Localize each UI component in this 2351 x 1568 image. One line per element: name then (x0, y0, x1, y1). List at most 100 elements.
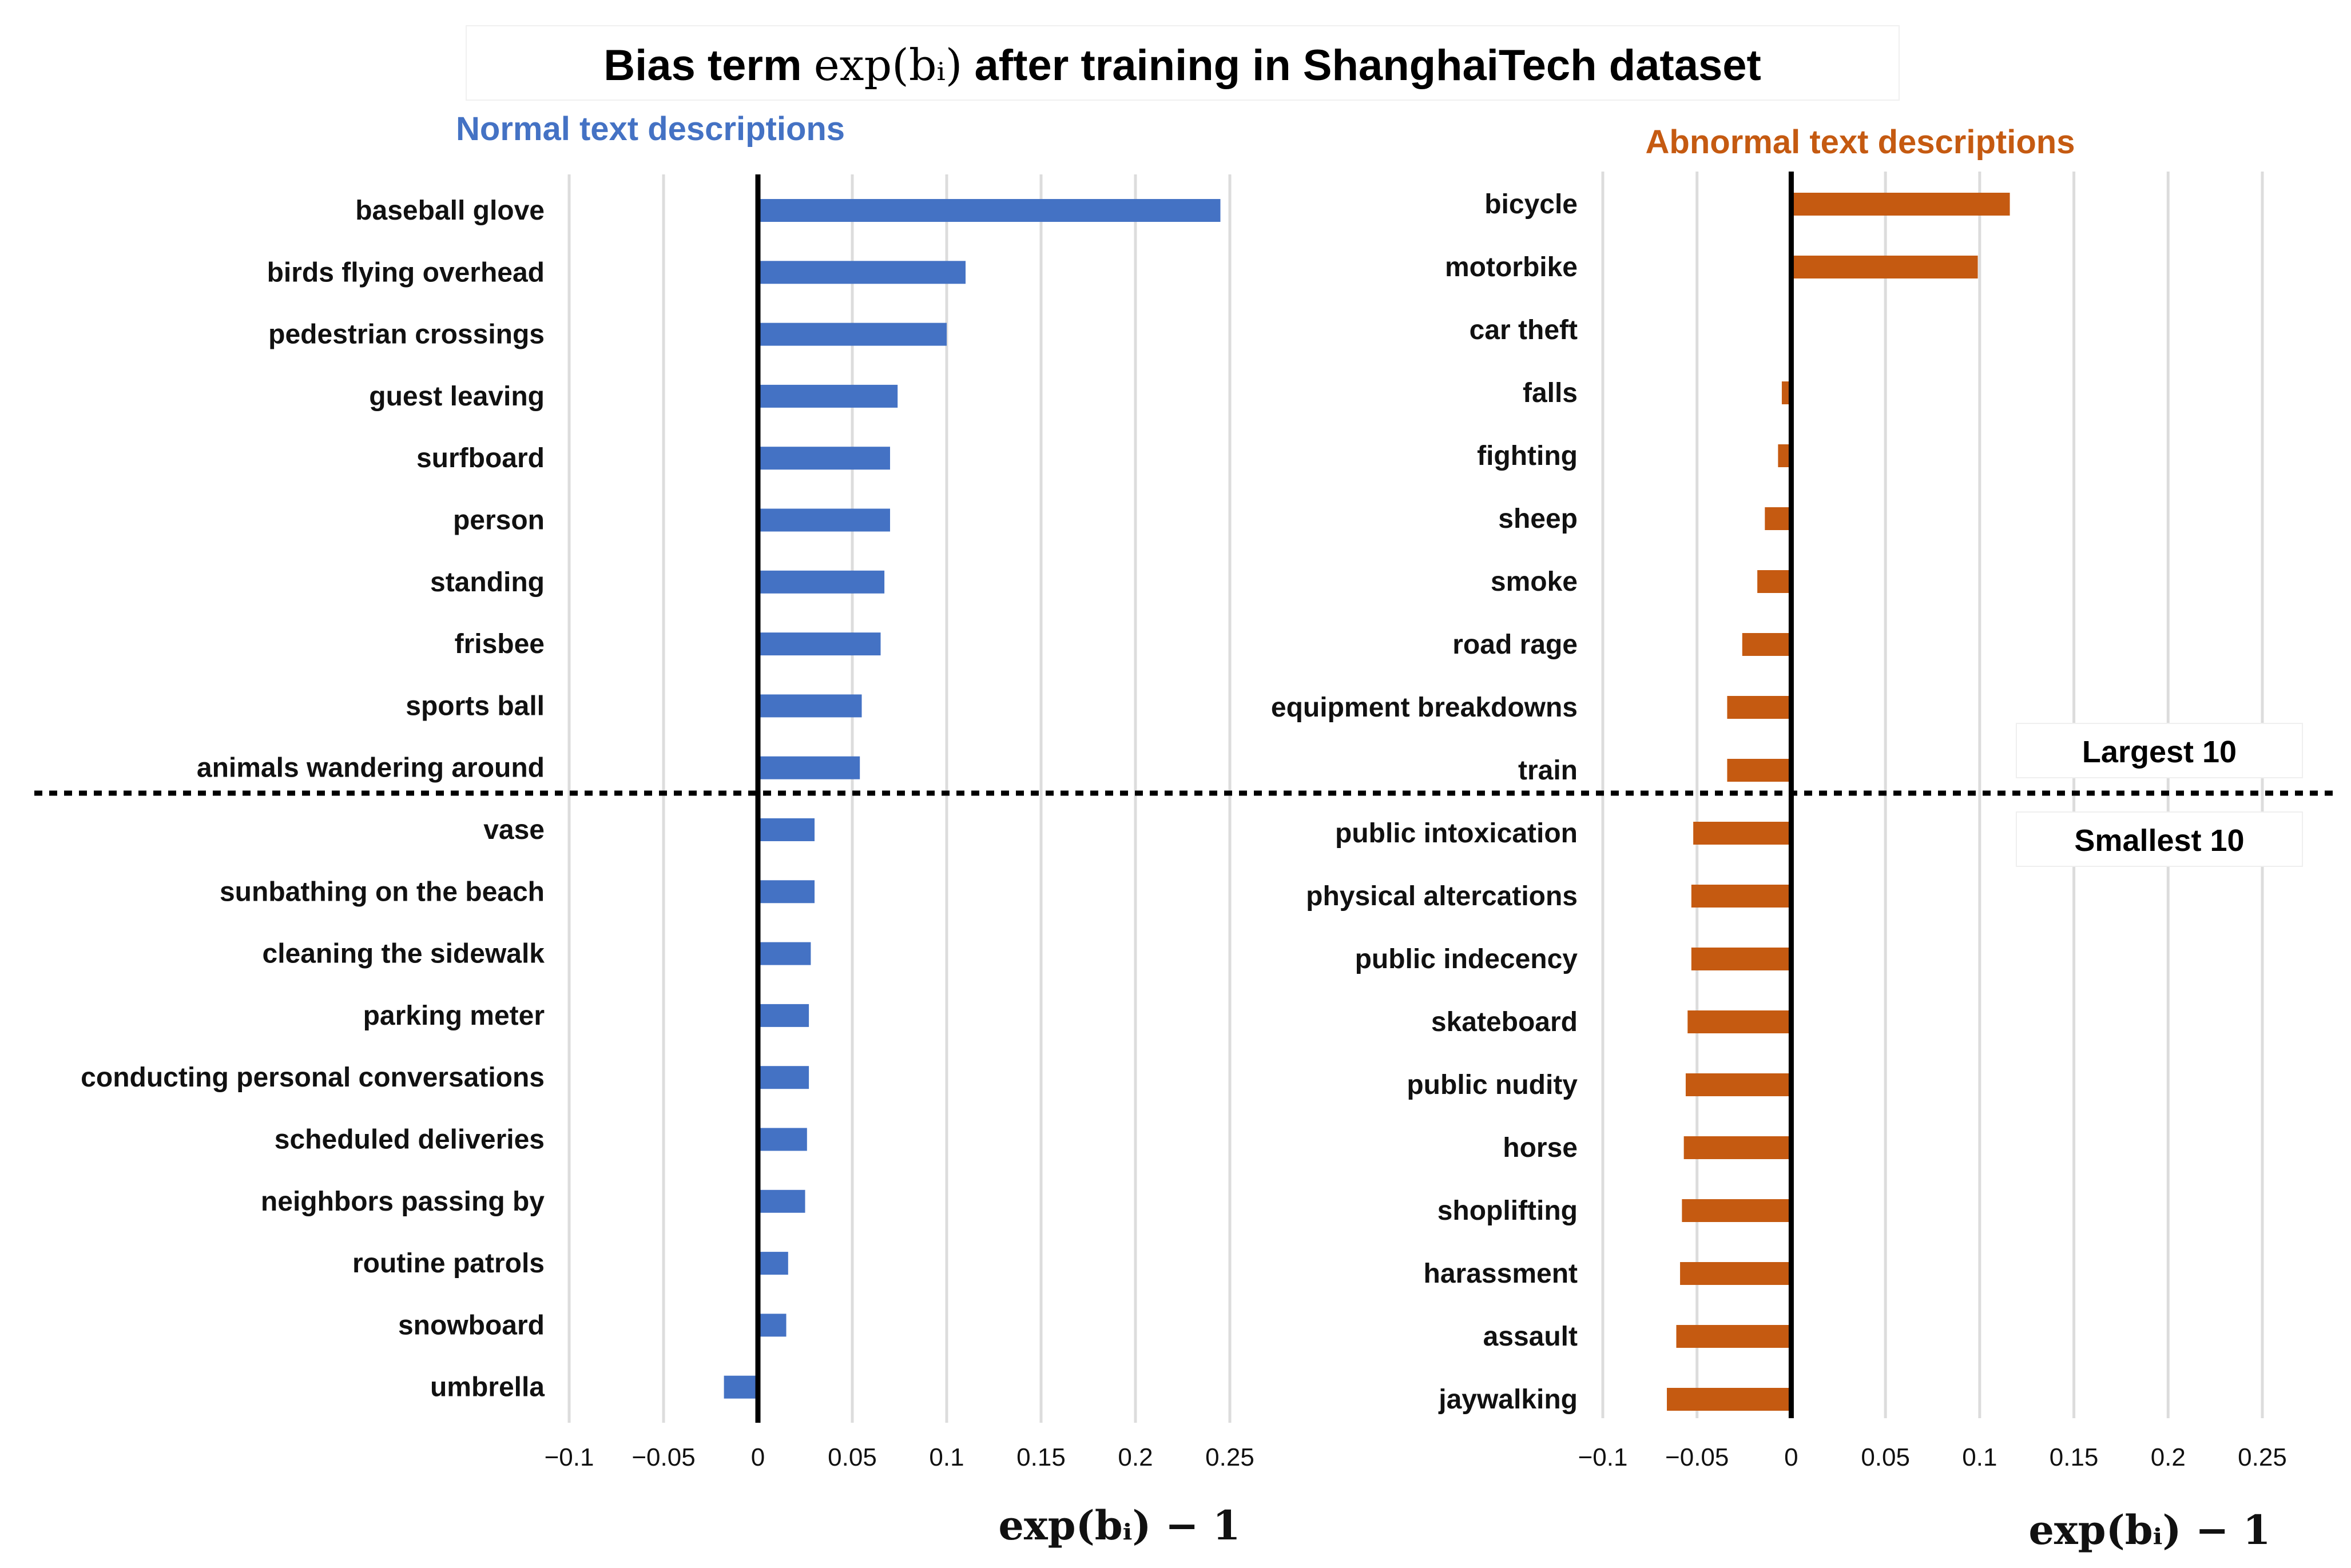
figure-title: Bias term exp(bᵢ) after training in Shan… (603, 39, 1761, 90)
x-tick-label: 0.2 (1118, 1443, 1153, 1471)
smallest-10-label: Smallest 10 (2074, 823, 2244, 858)
bar-frisbee (758, 632, 881, 656)
category-label: falls (1523, 378, 1578, 408)
bar-parking-meter (758, 1004, 809, 1027)
largest-10-label: Largest 10 (2082, 735, 2237, 769)
category-label: harassment (1424, 1259, 1578, 1289)
category-label: fighting (1477, 441, 1578, 471)
bar-fighting (1778, 444, 1792, 467)
category-label: train (1518, 755, 1578, 786)
x-tick-label: 0.15 (1016, 1443, 1066, 1471)
bar-bicycle (1791, 193, 2010, 216)
x-tick-label: −0.1 (1578, 1443, 1628, 1471)
bar-pedestrian-crossings (758, 323, 947, 346)
x-tick-label: 0.1 (1962, 1443, 1997, 1471)
category-label: neighbors passing by (261, 1187, 545, 1217)
bar-train (1727, 759, 1792, 782)
category-label: public intoxication (1335, 818, 1578, 849)
bar-road-rage (1742, 633, 1792, 656)
figure-title-prefix: Bias term (603, 41, 814, 90)
category-label: bicycle (1484, 189, 1578, 220)
bar-person (758, 508, 890, 532)
bar-routine-patrols (758, 1252, 788, 1275)
bar-shoplifting (1682, 1199, 1792, 1222)
category-label: umbrella (430, 1372, 545, 1403)
category-label: public nudity (1407, 1070, 1578, 1100)
category-label: physical altercations (1306, 881, 1578, 912)
bar-smoke (1757, 570, 1792, 593)
x-tick-label: 0.05 (1861, 1443, 1910, 1471)
bar-sheep (1765, 507, 1792, 530)
bar-umbrella (724, 1375, 758, 1399)
smallest-10-box (2016, 811, 2303, 867)
category-label: routine patrols (352, 1248, 545, 1279)
bar-birds-flying-overhead (758, 261, 966, 284)
category-label: jaywalking (1438, 1384, 1578, 1415)
figure-title-math: exp(bᵢ) (814, 39, 963, 90)
x-tick-label: 0.05 (828, 1443, 877, 1471)
category-label: cleaning the sidewalk (263, 939, 545, 969)
bar-baseball-glove (758, 199, 1221, 222)
category-label: standing (430, 567, 545, 598)
panel-title: Abnormal text descriptions (1646, 124, 2075, 161)
category-label: frisbee (455, 629, 545, 659)
x-axis-title: exp(bᵢ) − 1 (2028, 1506, 2270, 1554)
category-label: skateboard (1431, 1007, 1578, 1037)
panel-title: Normal text descriptions (456, 110, 845, 148)
bar-neighbors-passing-by (758, 1189, 805, 1213)
bar-motorbike (1791, 256, 1978, 278)
category-label: sunbathing on the beach (220, 877, 545, 907)
bar-harassment (1680, 1262, 1792, 1285)
bar-skateboard (1687, 1010, 1792, 1033)
category-label: road rage (1452, 630, 1578, 660)
x-tick-label: 0 (1784, 1443, 1798, 1471)
category-label: snowboard (398, 1310, 545, 1340)
bar-conducting-personal-conversations (758, 1066, 809, 1089)
category-label: guest leaving (369, 381, 545, 412)
bar-scheduled-deliveries (758, 1128, 807, 1151)
category-label: smoke (1491, 567, 1578, 597)
bar-animals-wandering-around (758, 756, 860, 779)
category-label: motorbike (1445, 252, 1578, 282)
category-label: conducting personal conversations (81, 1062, 545, 1093)
category-label: horse (1503, 1133, 1578, 1163)
bar-public-indecency (1691, 948, 1792, 970)
category-label: vase (483, 815, 545, 845)
category-label: assault (1483, 1322, 1578, 1352)
x-tick-label: 0.1 (929, 1443, 964, 1471)
bar-public-intoxication (1693, 822, 1792, 845)
category-label: pedestrian crossings (268, 320, 545, 350)
bar-sunbathing-on-the-beach (758, 880, 815, 904)
category-label: car theft (1470, 315, 1578, 345)
x-tick-label: 0.25 (1205, 1443, 1254, 1471)
bar-guest-leaving (758, 384, 898, 408)
category-label: sheep (1498, 504, 1578, 534)
category-label: animals wandering around (197, 753, 545, 783)
bar-equipment-breakdowns (1727, 696, 1792, 719)
largest-10-box (2016, 723, 2303, 778)
category-label: birds flying overhead (267, 257, 545, 288)
x-tick-label: −0.05 (632, 1443, 695, 1471)
category-label: baseball glove (355, 196, 545, 226)
bar-assault (1676, 1325, 1792, 1348)
bar-standing (758, 570, 885, 594)
figure-title-suffix: after training in ShanghaiTech dataset (962, 41, 1761, 90)
category-label: scheduled deliveries (275, 1125, 545, 1155)
category-label: equipment breakdowns (1271, 693, 1578, 723)
bar-sports-ball (758, 694, 862, 718)
category-label: person (453, 506, 545, 536)
x-tick-label: −0.05 (1665, 1443, 1729, 1471)
bar-horse (1683, 1136, 1792, 1159)
bar-snowboard (758, 1314, 787, 1337)
category-label: sports ball (406, 691, 545, 721)
category-label: shoplifting (1437, 1196, 1578, 1226)
category-label: public indecency (1355, 944, 1578, 974)
x-tick-label: 0.25 (2238, 1443, 2287, 1471)
bar-public-nudity (1685, 1073, 1792, 1096)
normal-descriptions-chart: Normal text descriptions −0.1 −0.05 0 0.05 0.… (81, 110, 1254, 1549)
x-axis-title: exp(bᵢ) − 1 (998, 1502, 1240, 1549)
bar-surfboard (758, 447, 890, 470)
bar-physical-altercations (1691, 885, 1792, 908)
bar-cleaning-the-sidewalk (758, 942, 811, 965)
